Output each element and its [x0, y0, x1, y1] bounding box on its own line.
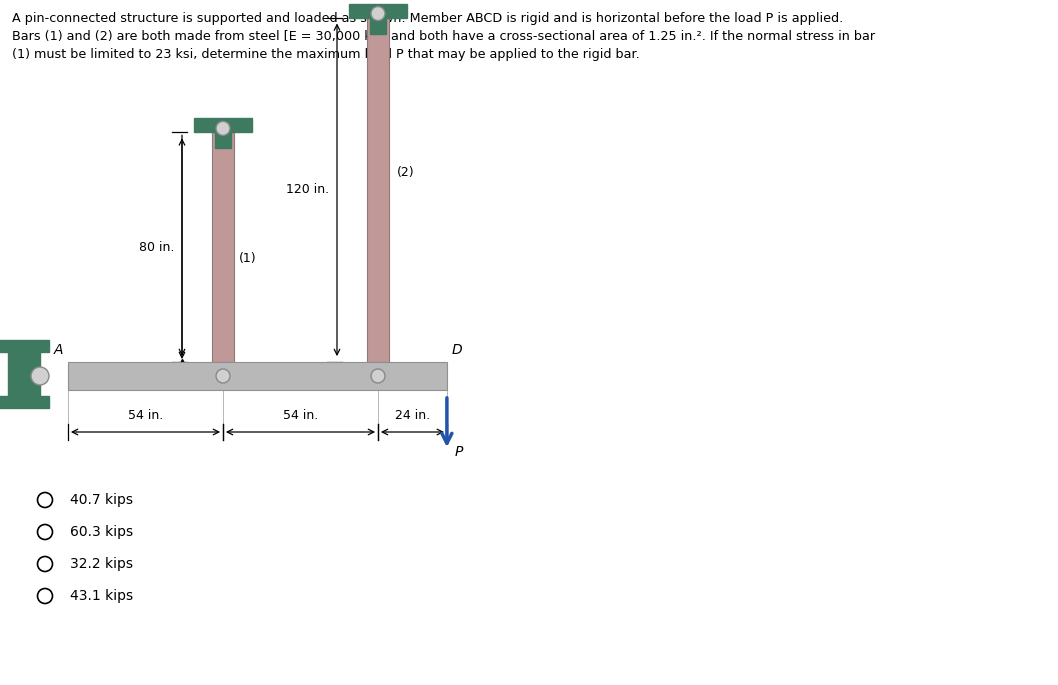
Bar [349, 3, 407, 18]
Text: (2): (2) [397, 166, 415, 179]
Text: 32.2 kips: 32.2 kips [70, 557, 133, 571]
Text: 120 in.: 120 in. [286, 184, 329, 197]
Text: Bars (1) and (2) are both made from steel [E = 30,000 ksi] and both have a cross: Bars (1) and (2) are both made from stee… [12, 30, 875, 43]
Bar [68, 362, 446, 390]
Text: A: A [54, 343, 63, 357]
Text: P: P [455, 445, 463, 459]
Circle shape [371, 369, 385, 383]
Text: D: D [452, 343, 462, 357]
Bar [194, 119, 252, 132]
Bar [0, 340, 49, 352]
Bar [215, 132, 231, 149]
Text: 43.1 kips: 43.1 kips [70, 589, 133, 603]
Circle shape [216, 369, 230, 383]
Circle shape [31, 367, 49, 385]
Text: 54 in.: 54 in. [282, 409, 318, 422]
Circle shape [371, 7, 385, 21]
Bar [367, 18, 389, 362]
Text: C: C [366, 343, 376, 357]
Text: (1): (1) [239, 252, 257, 265]
Text: 24 in.: 24 in. [395, 409, 430, 422]
Text: 80 in.: 80 in. [139, 240, 174, 253]
Bar [212, 132, 234, 362]
Circle shape [216, 121, 230, 136]
Text: 40.7 kips: 40.7 kips [70, 493, 133, 507]
Text: 54 in.: 54 in. [128, 409, 163, 422]
Bar [370, 18, 386, 34]
Text: B: B [212, 343, 221, 357]
Bar [0, 396, 49, 408]
Bar [8, 352, 40, 400]
Text: 60.3 kips: 60.3 kips [70, 525, 133, 539]
Text: A pin-connected structure is supported and loaded as shown. Member ABCD is rigid: A pin-connected structure is supported a… [12, 12, 843, 25]
Text: (1) must be limited to 23 ksi, determine the maximum load P that may be applied : (1) must be limited to 23 ksi, determine… [12, 48, 640, 61]
